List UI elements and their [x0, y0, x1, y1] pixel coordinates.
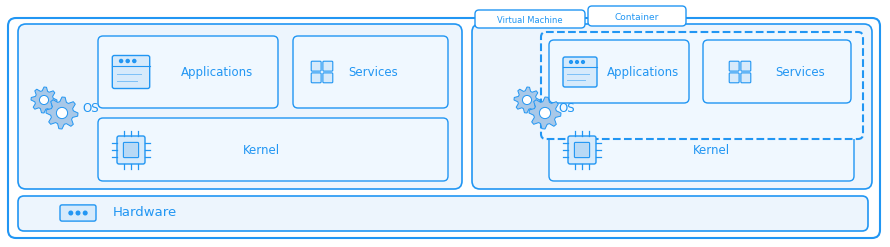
FancyBboxPatch shape [312, 61, 321, 71]
Text: Container: Container [615, 13, 659, 21]
FancyBboxPatch shape [98, 36, 278, 108]
Circle shape [39, 95, 49, 104]
FancyBboxPatch shape [472, 24, 872, 189]
Circle shape [581, 61, 585, 63]
Text: Hardware: Hardware [113, 206, 177, 220]
FancyBboxPatch shape [549, 40, 689, 103]
FancyBboxPatch shape [18, 196, 868, 231]
FancyBboxPatch shape [98, 118, 448, 181]
FancyBboxPatch shape [60, 205, 96, 221]
FancyBboxPatch shape [323, 73, 333, 83]
Circle shape [570, 61, 572, 63]
FancyBboxPatch shape [323, 61, 333, 71]
FancyBboxPatch shape [124, 143, 139, 158]
Polygon shape [514, 87, 540, 113]
Circle shape [119, 60, 123, 62]
FancyBboxPatch shape [112, 56, 150, 88]
Circle shape [576, 61, 578, 63]
FancyBboxPatch shape [117, 136, 145, 164]
FancyBboxPatch shape [293, 36, 448, 108]
Text: OS: OS [82, 102, 99, 115]
Circle shape [56, 107, 68, 119]
Text: OS: OS [558, 102, 575, 115]
FancyBboxPatch shape [541, 32, 863, 139]
Circle shape [69, 211, 73, 215]
Text: Services: Services [775, 65, 825, 79]
Circle shape [133, 60, 136, 62]
Circle shape [522, 95, 531, 104]
FancyBboxPatch shape [549, 118, 854, 181]
FancyBboxPatch shape [475, 10, 585, 28]
Polygon shape [529, 97, 561, 129]
Text: Kernel: Kernel [693, 144, 730, 157]
FancyBboxPatch shape [588, 6, 686, 26]
Circle shape [84, 211, 87, 215]
Circle shape [539, 107, 551, 119]
FancyBboxPatch shape [703, 40, 851, 103]
FancyBboxPatch shape [18, 24, 462, 189]
Polygon shape [46, 97, 78, 129]
Text: Applications: Applications [607, 65, 679, 79]
FancyBboxPatch shape [740, 73, 751, 83]
FancyBboxPatch shape [574, 143, 589, 158]
Text: Kernel: Kernel [243, 144, 280, 157]
Text: Applications: Applications [181, 65, 253, 79]
FancyBboxPatch shape [563, 57, 597, 87]
FancyBboxPatch shape [568, 136, 596, 164]
FancyBboxPatch shape [312, 73, 321, 83]
Text: Virtual Machine: Virtual Machine [498, 16, 562, 24]
Circle shape [126, 60, 129, 62]
Polygon shape [31, 87, 57, 113]
FancyBboxPatch shape [729, 61, 739, 71]
Text: Services: Services [348, 65, 398, 79]
Circle shape [77, 211, 80, 215]
FancyBboxPatch shape [729, 73, 739, 83]
FancyBboxPatch shape [740, 61, 751, 71]
FancyBboxPatch shape [8, 18, 880, 238]
